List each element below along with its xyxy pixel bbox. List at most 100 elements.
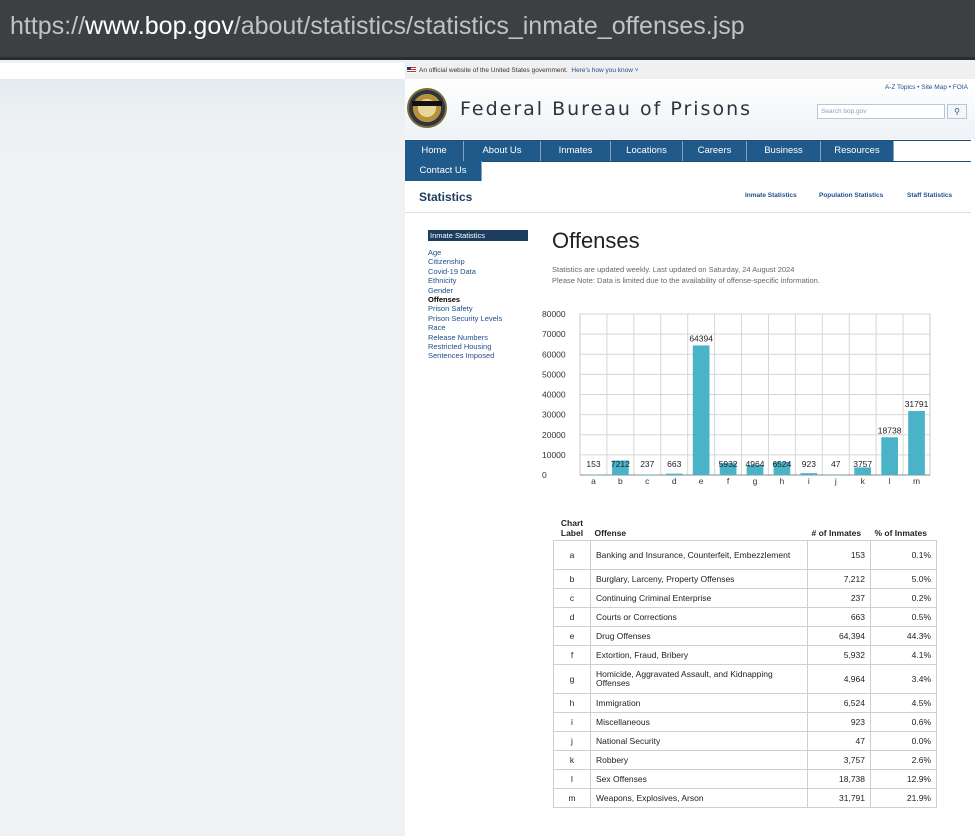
- cell-count: 923: [807, 712, 871, 732]
- nav-inmates[interactable]: Inmates: [541, 141, 611, 161]
- search-button[interactable]: ⚲: [947, 104, 967, 119]
- sidebar-item-ethnicity[interactable]: Ethnicity: [428, 276, 457, 286]
- cell-label: m: [553, 788, 591, 808]
- url-domain: www.bop.gov: [85, 12, 234, 40]
- cell-offense: Sex Offenses: [590, 769, 808, 789]
- x-tick-label-i: i: [808, 476, 810, 486]
- bar-k: [854, 467, 872, 475]
- sidebar-item-offenses[interactable]: Offenses: [428, 295, 461, 305]
- x-tick-label-g: g: [753, 476, 758, 486]
- cell-percent: 0.6%: [870, 712, 937, 732]
- url-text[interactable]: https://www.bop.gov/about/statistics/sta…: [10, 12, 745, 41]
- table-row: l Sex Offenses 18,738 12.9%: [553, 769, 937, 789]
- nav-resources[interactable]: Resources: [821, 141, 894, 161]
- cell-percent: 3.4%: [870, 664, 937, 694]
- search-input[interactable]: Search bop.gov: [817, 104, 945, 119]
- cell-count: 7,212: [807, 569, 871, 589]
- bar-l: [881, 437, 898, 475]
- sidebar: Inmate Statistics Age Citizenship Covid-…: [428, 230, 528, 361]
- cell-percent: 4.5%: [870, 693, 937, 713]
- us-flag-icon: [407, 67, 416, 73]
- col-header-offense: Offense: [594, 528, 627, 538]
- x-tick-label-h: h: [780, 476, 785, 486]
- sidebar-item-release-numbers[interactable]: Release Numbers: [428, 332, 489, 342]
- cell-percent: 44.3%: [870, 626, 937, 646]
- y-tick-label: 20000: [542, 430, 566, 440]
- bar-m: [908, 411, 925, 475]
- sidebar-item-restricted-housing[interactable]: Restricted Housing: [428, 342, 492, 352]
- cell-label: d: [553, 607, 591, 627]
- cell-percent: 12.9%: [870, 769, 937, 789]
- link-inmate-statistics[interactable]: Inmate Statistics: [745, 192, 797, 199]
- main-nav: Home About Us Inmates Locations Careers …: [405, 140, 971, 181]
- top-links[interactable]: A-Z Topics • Site Map • FOIA: [884, 84, 968, 91]
- sidebar-item-race[interactable]: Race: [428, 323, 446, 333]
- gov-banner-text: An official website of the United States…: [419, 67, 568, 74]
- link-population-statistics[interactable]: Population Statistics: [819, 192, 884, 199]
- browser-address-bar[interactable]: https://www.bop.gov/about/statistics/sta…: [0, 0, 975, 60]
- nav-careers[interactable]: Careers: [683, 141, 747, 161]
- cell-percent: 0.2%: [870, 588, 937, 608]
- table-row: b Burglary, Larceny, Property Offenses 7,2…: [553, 569, 937, 589]
- cell-label: l: [553, 769, 591, 789]
- nav-locations[interactable]: Locations: [611, 141, 683, 161]
- bar-d: [665, 473, 683, 475]
- table-row: c Continuing Criminal Enterprise 237 0.2%: [553, 588, 937, 608]
- cell-offense: Weapons, Explosives, Arson: [590, 788, 808, 808]
- cell-percent: 0.5%: [870, 607, 937, 627]
- col-header-chart-label: Chart Label: [560, 518, 584, 538]
- sidebar-item-prison-safety[interactable]: Prison Safety: [428, 304, 473, 314]
- cell-count: 663: [807, 607, 871, 627]
- x-tick-label-f: f: [727, 476, 730, 486]
- y-tick-label: 30000: [542, 410, 566, 420]
- link-staff-statistics[interactable]: Staff Statistics: [907, 192, 953, 199]
- bop-seal-logo[interactable]: [407, 88, 447, 128]
- cell-label: b: [553, 569, 591, 589]
- x-tick-label-k: k: [861, 476, 866, 486]
- x-tick-label-l: l: [889, 476, 891, 486]
- update-note-line2: Please Note: Data is limited due to the …: [552, 276, 820, 285]
- cell-percent: 4.1%: [870, 645, 937, 665]
- cell-percent: 0.1%: [870, 540, 937, 570]
- sidebar-heading[interactable]: Inmate Statistics: [428, 230, 528, 241]
- table-header-row: Chart Label Offense # of Inmates % of In…: [554, 516, 937, 541]
- bar-e: [692, 345, 710, 475]
- nav-home[interactable]: Home: [405, 141, 464, 161]
- table-row: e Drug Offenses 64,394 44.3%: [553, 626, 937, 646]
- offenses-bar-chart: 0 10000 20000 30000 40000 50000 60000 70000 8000…: [542, 309, 931, 486]
- cell-label: i: [553, 712, 591, 732]
- sidebar-item-prison-security-levels[interactable]: Prison Security Levels: [428, 313, 503, 323]
- sidebar-item-covid-19-data[interactable]: Covid-19 Data: [428, 266, 476, 276]
- data-label-h: 6524: [772, 459, 791, 469]
- data-label-k: 3757: [853, 459, 872, 469]
- sidebar-item-citizenship[interactable]: Citizenship: [428, 257, 465, 267]
- nav-about-us[interactable]: About Us: [464, 141, 541, 161]
- nav-contact-us[interactable]: Contact Us: [405, 161, 482, 181]
- cell-offense: Extortion, Fraud, Bribery: [590, 645, 808, 665]
- url-prefix: https://: [10, 12, 86, 40]
- cell-offense: Courts or Corrections: [590, 607, 808, 627]
- bar-g: [746, 465, 764, 475]
- cell-count: 5,932: [807, 645, 871, 665]
- bar-j: [827, 474, 845, 476]
- gov-banner-link[interactable]: Here's how you know: [571, 67, 633, 74]
- cell-label: e: [553, 626, 591, 646]
- nav-business[interactable]: Business: [747, 141, 821, 161]
- data-label-i: 923: [802, 459, 816, 469]
- bar-f: [719, 463, 737, 475]
- cell-offense: Burglary, Larceny, Property Offenses: [590, 569, 808, 589]
- sidebar-item-gender[interactable]: Gender: [428, 285, 454, 295]
- x-tick-label-m: m: [913, 476, 920, 486]
- bar-i: [800, 473, 818, 475]
- cell-count: 31,791: [807, 788, 871, 808]
- sidebar-item-sentences-imposed[interactable]: Sentences Imposed: [428, 351, 495, 361]
- data-label-f: 5932: [719, 459, 738, 469]
- x-tick-label-j: j: [834, 476, 837, 486]
- cell-offense: Banking and Insurance, Counterfeit, Embe…: [590, 540, 808, 570]
- col-header-pct-inmates: % of Inmates: [874, 528, 927, 538]
- sidebar-item-age[interactable]: Age: [428, 248, 442, 257]
- cell-percent: 2.6%: [870, 750, 937, 770]
- site-title[interactable]: Federal Bureau of Prisons: [460, 98, 753, 120]
- col-header-num-inmates: # of Inmates: [811, 528, 862, 538]
- cell-label: k: [553, 750, 591, 770]
